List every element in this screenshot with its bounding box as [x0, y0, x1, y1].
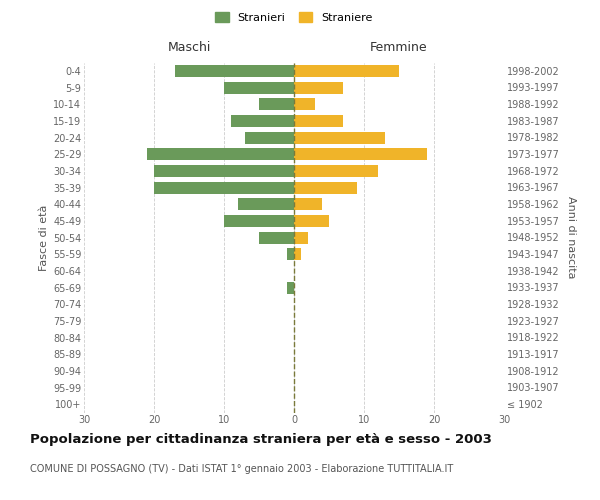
Bar	[224, 82, 294, 94]
Bar	[294, 165, 378, 177]
Bar	[238, 198, 294, 210]
Bar	[154, 182, 294, 194]
Bar	[294, 215, 329, 227]
Bar	[294, 248, 301, 260]
Text: COMUNE DI POSSAGNO (TV) - Dati ISTAT 1° gennaio 2003 - Elaborazione TUTTITALIA.I: COMUNE DI POSSAGNO (TV) - Dati ISTAT 1° …	[30, 464, 453, 474]
Text: Maschi: Maschi	[167, 41, 211, 54]
Bar	[224, 215, 294, 227]
Text: Popolazione per cittadinanza straniera per età e sesso - 2003: Popolazione per cittadinanza straniera p…	[30, 432, 492, 446]
Y-axis label: Anni di nascita: Anni di nascita	[566, 196, 577, 278]
Bar	[294, 232, 308, 243]
Text: Femmine: Femmine	[370, 41, 428, 54]
Bar	[294, 148, 427, 160]
Bar	[147, 148, 294, 160]
Bar	[294, 115, 343, 127]
Bar	[259, 98, 294, 110]
Bar	[245, 132, 294, 143]
Bar	[294, 198, 322, 210]
Bar	[294, 65, 399, 77]
Legend: Stranieri, Straniere: Stranieri, Straniere	[211, 8, 377, 28]
Bar	[294, 132, 385, 143]
Bar	[287, 282, 294, 294]
Y-axis label: Fasce di età: Fasce di età	[38, 204, 49, 270]
Bar	[259, 232, 294, 243]
Bar	[294, 98, 315, 110]
Bar	[294, 182, 357, 194]
Bar	[231, 115, 294, 127]
Bar	[175, 65, 294, 77]
Bar	[287, 248, 294, 260]
Bar	[294, 82, 343, 94]
Bar	[154, 165, 294, 177]
